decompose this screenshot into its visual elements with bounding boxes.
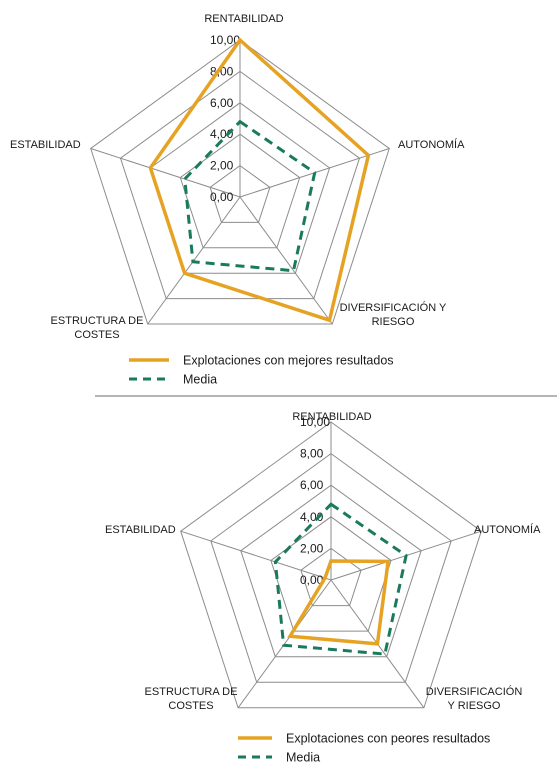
category-label: ESTRUCTURA DE COSTES <box>145 686 238 712</box>
legend-label: Media <box>183 373 217 387</box>
legend-label: Explotaciones con peores resultados <box>286 732 490 746</box>
radial-tick-label: 10,00 <box>300 415 330 429</box>
category-label: ESTABILIDAD <box>10 139 81 151</box>
radial-tick-label: 8,00 <box>300 447 324 461</box>
radial-tick-label: 10,00 <box>210 33 240 47</box>
grid-ring <box>209 164 271 223</box>
category-label: RENTABILIDAD <box>292 411 371 423</box>
axis-spoke <box>90 148 241 198</box>
series-line-media <box>273 502 408 656</box>
series-line-main <box>148 37 371 323</box>
category-label: AUTONOMÍA <box>398 138 465 151</box>
series-line-media <box>183 119 317 273</box>
axis-spoke <box>180 530 332 581</box>
legend-label: Explotaciones con mejores resultados <box>183 354 394 368</box>
radial-tick-label: 4,00 <box>210 127 234 141</box>
grid-ring <box>180 421 482 709</box>
category-label: ESTABILIDAD <box>105 524 176 536</box>
radial-tick-label: 2,00 <box>210 159 234 173</box>
category-label: ESTRUCTURA DE COSTES <box>51 315 144 341</box>
category-label: AUTONOMÍA <box>474 523 541 536</box>
grid-ring <box>149 102 331 274</box>
grid-ring <box>179 133 301 249</box>
category-label: RENTABILIDAD <box>204 13 283 25</box>
radial-tick-label: 2,00 <box>300 541 324 555</box>
radial-tick-label: 0,00 <box>300 573 324 587</box>
grid-ring <box>270 516 392 632</box>
grid-ring <box>240 484 422 658</box>
grid-ring <box>210 452 452 683</box>
category-label: DIVERSIFICACIÓN Y RIESGO <box>426 685 523 712</box>
radial-tick-label: 0,00 <box>210 190 234 204</box>
radial-tick-label: 4,00 <box>300 510 324 524</box>
grid-ring <box>300 547 362 607</box>
axis-spoke <box>239 196 333 325</box>
radar-chart-1: 0,002,004,006,008,0010,00RENTABILIDADAUT… <box>10 13 465 387</box>
radial-tick-label: 6,00 <box>210 96 234 110</box>
radial-tick-label: 6,00 <box>300 478 324 492</box>
legend-label: Media <box>286 751 320 764</box>
grid-ring <box>119 70 361 300</box>
grid-ring <box>90 39 390 325</box>
series-line-main <box>287 559 391 646</box>
category-label: DIVERSIFICACIÓN Y RIESGO <box>340 301 447 328</box>
